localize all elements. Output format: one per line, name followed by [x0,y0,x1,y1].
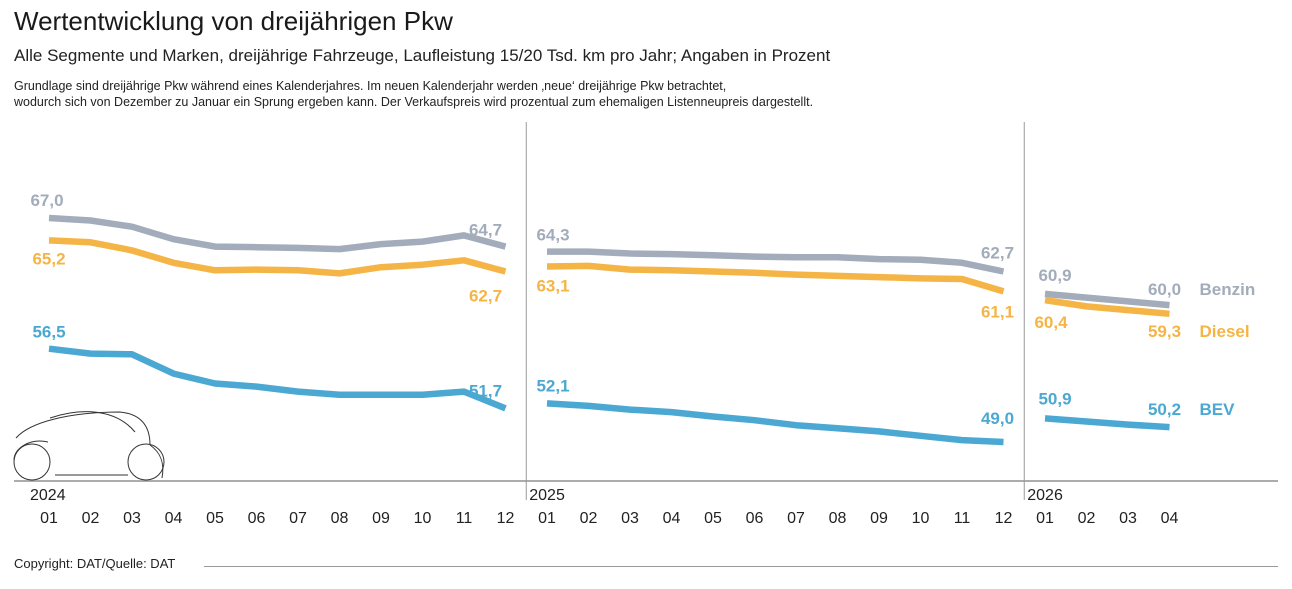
x-tick-label: 03 [1119,510,1137,527]
chart-note: Grundlage sind dreijährige Pkw während e… [14,78,1014,110]
data-label: 67,0 [30,191,63,210]
x-tick-label: 04 [663,510,681,527]
series-line-benzin [547,248,1005,275]
data-label: 50,2 [1148,400,1181,419]
series-line-benzin [1044,290,1170,309]
data-label: 60,9 [1038,266,1071,285]
copyright: Copyright: DAT/Quelle: DAT [14,556,176,571]
x-tick-label: 11 [954,510,971,527]
data-label: 64,3 [536,226,569,245]
series-line-diesel [546,262,1005,295]
x-tick-label: 06 [248,510,266,527]
data-label: 62,7 [469,287,502,306]
x-tick-label: 07 [289,510,307,527]
x-tick-label: 02 [580,510,598,527]
chart-note-line-1: Grundlage sind dreijährige Pkw während e… [14,79,727,93]
chart-title: Wertentwicklung von dreijährigen Pkw [14,6,453,36]
x-tick-label: 10 [414,510,432,527]
series-line-diesel [48,237,507,277]
x-tick-label: 09 [372,510,390,527]
x-tick-label: 12 [497,510,515,527]
data-label: 63,1 [536,277,569,296]
x-tick-label: 05 [206,510,224,527]
series-line-diesel [1044,296,1170,318]
x-tick-label: 02 [1078,510,1096,527]
data-label: 64,7 [469,221,502,240]
data-label: 51,7 [469,381,502,400]
data-label: 60,0 [1148,280,1181,299]
series-layer [48,214,1170,446]
data-label: 52,1 [536,376,569,395]
chart-note-line-2: wodurch sich von Dezember zu Januar ein … [14,95,814,109]
x-tick-label: 04 [165,510,183,527]
data-label: 61,1 [981,302,1014,321]
x-tick-label: 07 [787,510,805,527]
x-tick-label: 01 [538,510,556,527]
axes: 2024 01 02 03 04 05 06 07 08 09 10 11 12 2025 01 02 03 04… [14,122,1278,527]
series-line-bev [48,345,507,412]
data-label: 49,0 [981,409,1014,428]
data-label: 62,7 [981,244,1014,263]
x-tick-label: 03 [123,510,141,527]
x-tick-label: 10 [912,510,930,527]
chart-subtitle: Alle Segmente und Marken, dreijährige Fa… [14,46,831,65]
footer-divider [204,566,1278,567]
year-label: 2026 [1027,487,1063,504]
data-label: 60,4 [1034,313,1068,332]
series-line-benzin [48,214,507,253]
x-tick-label: 01 [1036,510,1054,527]
data-label: 65,2 [32,249,65,268]
series-name-label: Benzin [1200,280,1256,299]
x-tick-label: 08 [331,510,349,527]
x-tick-label: 06 [746,510,764,527]
series-name-label: BEV [1200,400,1236,419]
label-layer: 67,0 64,7 64,3 62,7 60,9 60,0 Benzin 65,2 62,7 63… [30,191,1255,428]
x-tick-label: 08 [829,510,847,527]
series-line-bev [1044,415,1170,431]
year-label: 2025 [529,487,565,504]
series-name-label: Diesel [1200,322,1250,341]
x-tick-label: 11 [456,510,473,527]
data-label: 50,9 [1038,389,1071,408]
x-tick-label: 12 [995,510,1013,527]
year-label: 2024 [30,487,66,504]
x-tick-label: 02 [82,510,100,527]
x-tick-label: 04 [1161,510,1179,527]
x-tick-label: 01 [40,510,58,527]
x-tick-label: 03 [621,510,639,527]
series-line-bev [546,400,1004,446]
data-label: 59,3 [1148,322,1181,341]
x-tick-label: 05 [704,510,722,527]
car-outline-icon [13,411,165,481]
data-label: 56,5 [32,323,65,342]
x-tick-label: 09 [870,510,888,527]
